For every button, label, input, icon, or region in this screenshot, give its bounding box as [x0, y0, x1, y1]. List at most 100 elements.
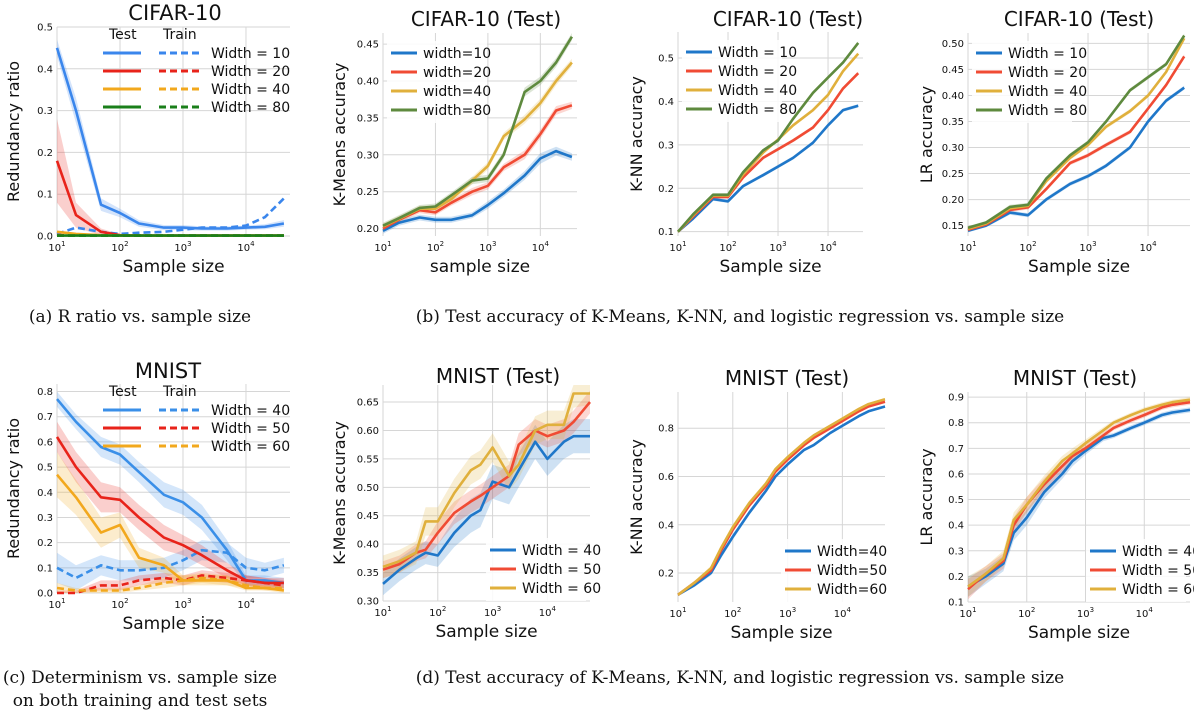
x-tick-label: 104	[237, 240, 255, 254]
x-axis-label: Sample size	[1028, 257, 1130, 277]
caption-d: (d) Test accuracy of K-Means, K-NN, and …	[416, 668, 1065, 688]
chart-kmeans_cifar: 0.20 0.25 0.30 0.35 0.40 0.45 101 102 103 104 CIFA…	[330, 7, 577, 277]
caption-b: (b) Test accuracy of K-Means, K-NN, and …	[416, 307, 1065, 327]
x-axis-label: Sample size	[719, 257, 821, 277]
x-tick-exponent: 2	[124, 597, 128, 605]
confidence-band	[383, 146, 572, 234]
x-tick-exponent: 2	[1032, 240, 1036, 248]
y-tick-label: 0.1	[948, 598, 964, 609]
series-line	[382, 149, 573, 232]
confidence-band	[383, 390, 590, 579]
x-tick-exponent: 3	[497, 605, 501, 613]
y-tick-label: 0.45	[942, 65, 964, 76]
series-line	[56, 576, 284, 592]
legend-label: width=10	[423, 46, 491, 62]
x-tick-label: 104	[819, 240, 837, 254]
y-tick-label: 0.4	[658, 97, 674, 108]
y-tick-label: 0.8	[658, 424, 674, 435]
y-tick-label: 0.4	[948, 521, 964, 532]
y-tick-label: 0.35	[942, 117, 964, 128]
x-tick-label: 102	[427, 240, 444, 254]
chart-title: CIFAR-10 (Test)	[713, 7, 863, 31]
legend-label: Width=50	[817, 563, 887, 579]
y-axis-label: K-Means accuracy	[330, 421, 349, 565]
x-axis-label: Sample size	[1028, 623, 1130, 643]
legend: Width = 40 Width = 50 Width = 60	[486, 538, 601, 601]
x-tick-label: 101	[959, 606, 976, 620]
x-tick-exponent: 1	[61, 240, 65, 248]
x-tick-exponent: 4	[846, 606, 851, 614]
chart-title: CIFAR-10 (Test)	[1004, 7, 1154, 31]
y-tick-label: 0.60	[357, 426, 379, 437]
caption-c-line1: (c) Determinism vs. sample size	[3, 668, 277, 688]
x-tick-exponent: 1	[387, 605, 391, 613]
series-line	[677, 405, 886, 596]
x-tick-exponent: 4	[832, 240, 837, 248]
y-tick-label: 0.7	[948, 444, 964, 455]
y-tick-label: 0.50	[942, 39, 964, 50]
y-tick-label: 0.4	[37, 488, 53, 499]
x-tick-label: 101	[48, 597, 65, 611]
y-tick-label: 0.40	[357, 76, 379, 87]
y-tick-label: 0.6	[37, 437, 53, 448]
series-line	[677, 397, 886, 596]
x-tick-label: 103	[479, 240, 496, 254]
chart-lr_cifar: 0.15 0.20 0.25 0.30 0.35 0.40 0.45 0.50 101 102 10…	[917, 7, 1190, 277]
x-tick-label: 103	[174, 240, 191, 254]
x-tick-exponent: 2	[440, 240, 444, 248]
legend: Width = 40 Width = 50 Width = 60	[1086, 539, 1194, 602]
y-tick-label: 0.8	[948, 418, 964, 429]
y-tick-label: 0.2	[37, 538, 53, 549]
x-tick-label: 103	[484, 605, 501, 619]
x-tick-exponent: 4	[544, 240, 549, 248]
confidence-band	[968, 407, 1190, 597]
legend-label: Width = 50	[211, 421, 290, 437]
legend-label: Width = 40	[522, 543, 601, 559]
series-line	[677, 42, 860, 233]
chart-title: MNIST (Test)	[725, 366, 849, 390]
x-tick-label: 102	[111, 240, 128, 254]
x-axis-label: Sample size	[122, 257, 224, 277]
y-axis-label: K-NN accuracy	[627, 76, 646, 192]
y-tick-label: 0.45	[357, 40, 379, 51]
legend-header-test: Test	[108, 384, 137, 400]
y-tick-label: 0.1	[37, 190, 53, 201]
legend-label: Width = 40	[1122, 544, 1194, 560]
chart-kmeans_mnist: 0.30 0.35 0.40 0.45 0.50 0.55 0.60 0.65 101 102 10…	[330, 364, 601, 642]
legend: Width=40 Width=50 Width=60	[781, 539, 887, 602]
x-tick-label: 101	[669, 606, 686, 620]
legend-label: Width = 50	[1122, 563, 1194, 579]
confidence-band	[57, 391, 284, 588]
y-tick-label: 0.35	[357, 568, 379, 579]
y-tick-label: 0.15	[942, 221, 964, 232]
x-tick-exponent: 4	[551, 605, 556, 613]
chart-ratio_cifar: 0.0 0.1 0.2 0.3 0.4 0.5 101 102 103 104 CIFAR-10 Sa…	[4, 1, 290, 277]
y-tick-label: 0.3	[37, 513, 53, 524]
y-tick-label: 0.30	[357, 597, 379, 608]
x-tick-label: 102	[1018, 606, 1035, 620]
y-tick-label: 0.0	[37, 589, 53, 600]
y-tick-label: 0.5	[37, 23, 53, 34]
y-tick-label: 0.4	[658, 520, 674, 531]
y-tick-label: 0.9	[948, 393, 964, 404]
y-tick-label: 0.65	[357, 398, 379, 409]
legend-label: Width = 60	[522, 581, 601, 597]
y-tick-label: 0.40	[357, 540, 379, 551]
legend-label: Width = 10	[1008, 46, 1087, 62]
x-tick-exponent: 2	[442, 605, 446, 613]
legend-label: width=80	[423, 103, 491, 119]
caption-c-line2: on both training and test sets	[13, 691, 268, 711]
x-tick-exponent: 4	[250, 240, 255, 248]
chart-title: MNIST (Test)	[1013, 366, 1137, 390]
y-axis-label: LR accuracy	[917, 448, 936, 545]
x-tick-exponent: 2	[737, 606, 741, 614]
y-tick-label: 0.2	[948, 572, 964, 583]
chart-knn_mnist: 0.2 0.4 0.6 0.8 101 102 103 104 MNIST (Test) Samp…	[627, 366, 887, 643]
legend-label: Width=60	[817, 582, 887, 598]
y-tick-label: 0.25	[942, 169, 964, 180]
chart-lr_mnist: 0.1 0.2 0.3 0.4 0.5 0.6 0.7 0.8 0.9 101 102 103 104 M…	[917, 366, 1194, 643]
x-tick-label: 101	[48, 240, 65, 254]
y-tick-label: 0.7	[37, 412, 53, 423]
y-tick-label: 0.2	[37, 148, 53, 159]
x-tick-exponent: 1	[387, 240, 391, 248]
